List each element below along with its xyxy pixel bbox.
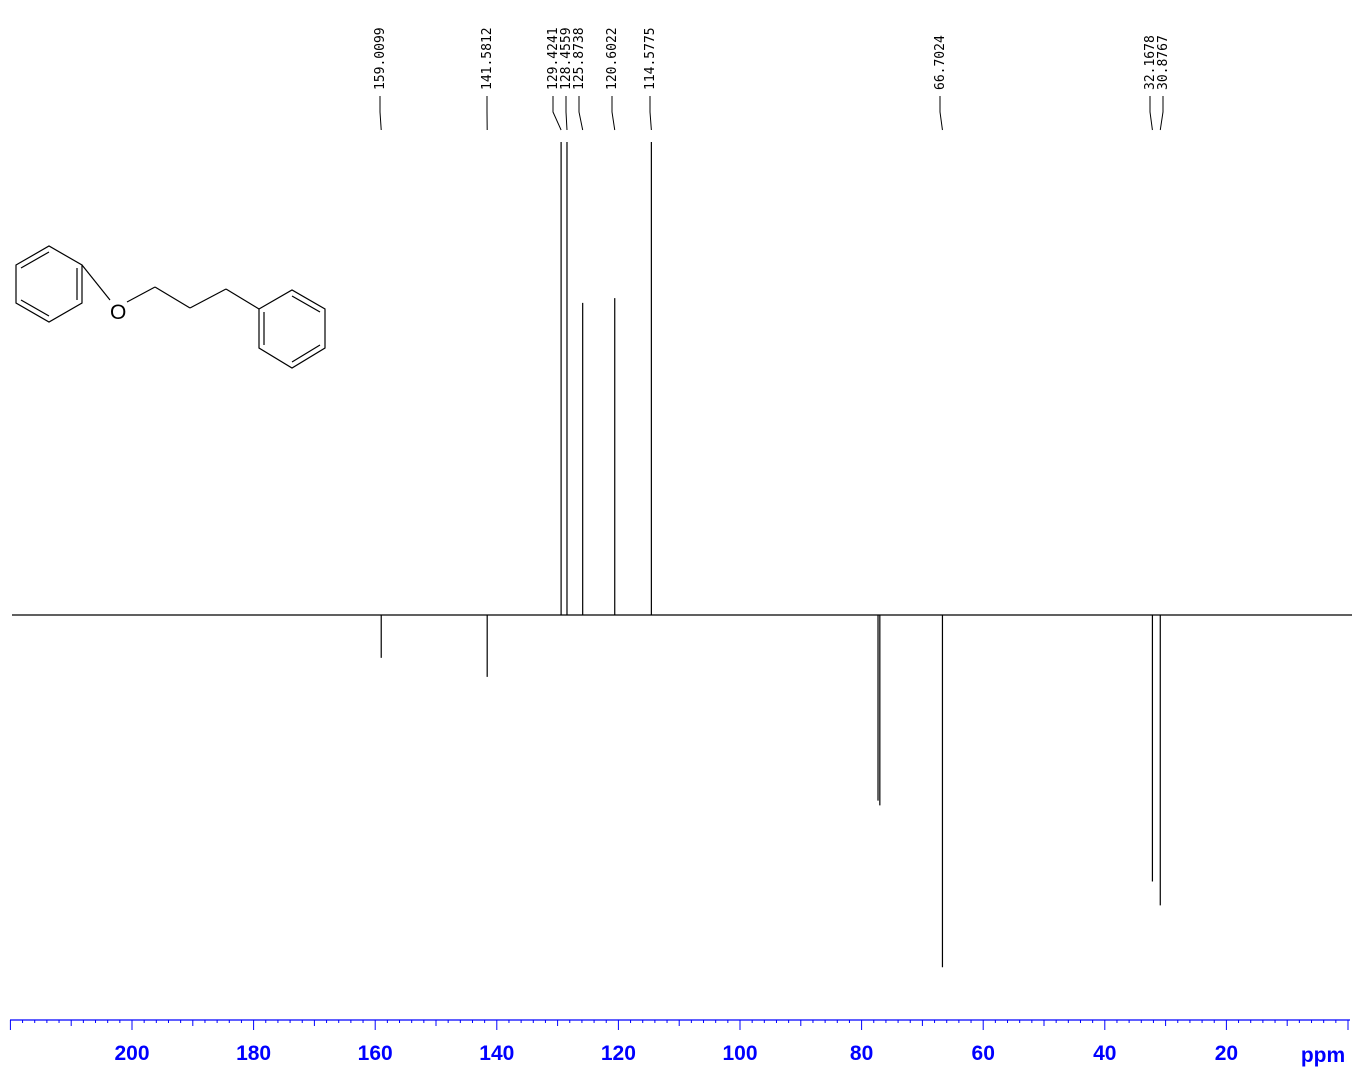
peak-label: 32.1678 — [1143, 35, 1158, 90]
peak-label-leader — [611, 96, 616, 131]
peak-label: 114.5775 — [643, 27, 658, 90]
oxygen-atom-label: O — [110, 301, 126, 324]
spectrum-trace — [12, 142, 1352, 968]
tick-label: 20 — [1215, 1042, 1238, 1065]
double-bond — [291, 295, 321, 313]
peak-label-leader — [1159, 96, 1164, 131]
bond-chain — [154, 286, 191, 309]
peak-label: 128.4559 — [559, 27, 574, 90]
phenyl-ring-left — [15, 245, 83, 323]
bond-o-ring — [81, 264, 111, 301]
bond-chain — [225, 288, 260, 310]
tick-label: 180 — [236, 1042, 271, 1065]
tick-label: 200 — [114, 1042, 149, 1065]
peak-label-leader — [939, 96, 943, 131]
peak-label: 141.5812 — [480, 27, 495, 90]
peak-label: 129.4241 — [546, 27, 561, 90]
peak-label-leader — [379, 96, 382, 131]
peak-label-leader — [578, 96, 584, 131]
peak-label: 30.8767 — [1156, 35, 1171, 90]
tick-label: 120 — [601, 1042, 636, 1065]
peak-label: 66.7024 — [933, 35, 948, 90]
double-bond — [20, 299, 50, 317]
tick-label: 100 — [722, 1042, 757, 1065]
peak-label: 120.6022 — [605, 27, 620, 90]
bond-chain — [189, 288, 227, 309]
peak-labels: 159.0099 141.5812 129.4241128.4559125.8738… — [373, 27, 1171, 131]
peak-label-leader — [565, 96, 568, 131]
peak-label: 125.8738 — [572, 27, 587, 90]
tick-label: 160 — [358, 1042, 393, 1065]
double-bond — [20, 251, 50, 269]
phenyl-ring-right — [258, 289, 326, 369]
peak-label-leader — [1149, 96, 1153, 131]
peak-label-leader — [649, 96, 652, 131]
tick-label: 60 — [972, 1042, 995, 1065]
peak-label: 159.0099 — [373, 27, 388, 90]
molecule-structure: O — [15, 245, 326, 369]
double-bond — [291, 344, 321, 363]
x-axis: 200 180 160 140 120 100 80 60 40 20 ppm — [9, 1019, 1350, 1067]
peak-label-leader — [552, 96, 562, 131]
bond-o-chain — [126, 286, 156, 303]
axis-unit-label: ppm — [1301, 1044, 1345, 1067]
tick-label: 80 — [850, 1042, 873, 1065]
tick-label: 140 — [479, 1042, 514, 1065]
tick-label: 40 — [1093, 1042, 1116, 1065]
